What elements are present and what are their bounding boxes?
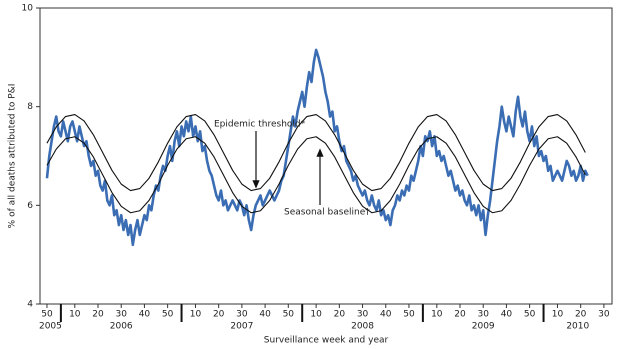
- x-tick-label: 50: [403, 310, 415, 320]
- x-tick-label: 10: [69, 310, 81, 320]
- y-tick-label: 10: [22, 4, 34, 14]
- x-tick-label: 30: [598, 310, 610, 320]
- y-tick-label: 6: [27, 201, 33, 211]
- series-line: [45, 48, 589, 247]
- x-tick-label: 20: [213, 310, 225, 320]
- x-tick-label: 10: [310, 310, 322, 320]
- y-tick-label: 4: [27, 300, 33, 310]
- plot-frame: [39, 7, 613, 305]
- x-tick-label: 10: [431, 310, 443, 320]
- year-label: 2010: [566, 322, 589, 332]
- series-line: [46, 114, 586, 192]
- series-line: [46, 136, 586, 214]
- year-label: 2006: [110, 322, 133, 332]
- x-tick-label: 30: [115, 310, 127, 320]
- x-tick-label: 40: [380, 310, 392, 320]
- x-tick-label: 30: [236, 310, 248, 320]
- x-tick-label: 20: [92, 310, 104, 320]
- y-tick-label: 8: [27, 102, 33, 112]
- x-tick-label: 50: [162, 310, 174, 320]
- y-axis-label: % of all deaths attributed to P&I: [8, 84, 18, 229]
- x-tick-label: 20: [575, 310, 587, 320]
- x-tick-label: 10: [190, 310, 202, 320]
- x-tick-label: 30: [477, 310, 489, 320]
- x-tick-label: 40: [139, 310, 151, 320]
- x-tick-label: 20: [454, 310, 466, 320]
- x-tick-label: 50: [283, 310, 295, 320]
- x-tick-label: 40: [501, 310, 513, 320]
- x-tick-label: 20: [334, 310, 346, 320]
- x-axis-label: Surveillance week and year: [264, 336, 389, 346]
- year-label: 2007: [230, 322, 253, 332]
- year-label: 2005: [39, 322, 62, 332]
- annotation: Seasonal baseline†: [284, 208, 370, 218]
- x-tick-label: 50: [524, 310, 536, 320]
- x-tick-label: 40: [259, 310, 271, 320]
- x-tick-label: 10: [552, 310, 564, 320]
- x-tick-label: 30: [357, 310, 369, 320]
- year-label: 2009: [472, 322, 495, 332]
- year-label: 2008: [351, 322, 374, 332]
- x-tick-label: 50: [41, 310, 53, 320]
- annotation: Epidemic threshold*: [214, 120, 306, 130]
